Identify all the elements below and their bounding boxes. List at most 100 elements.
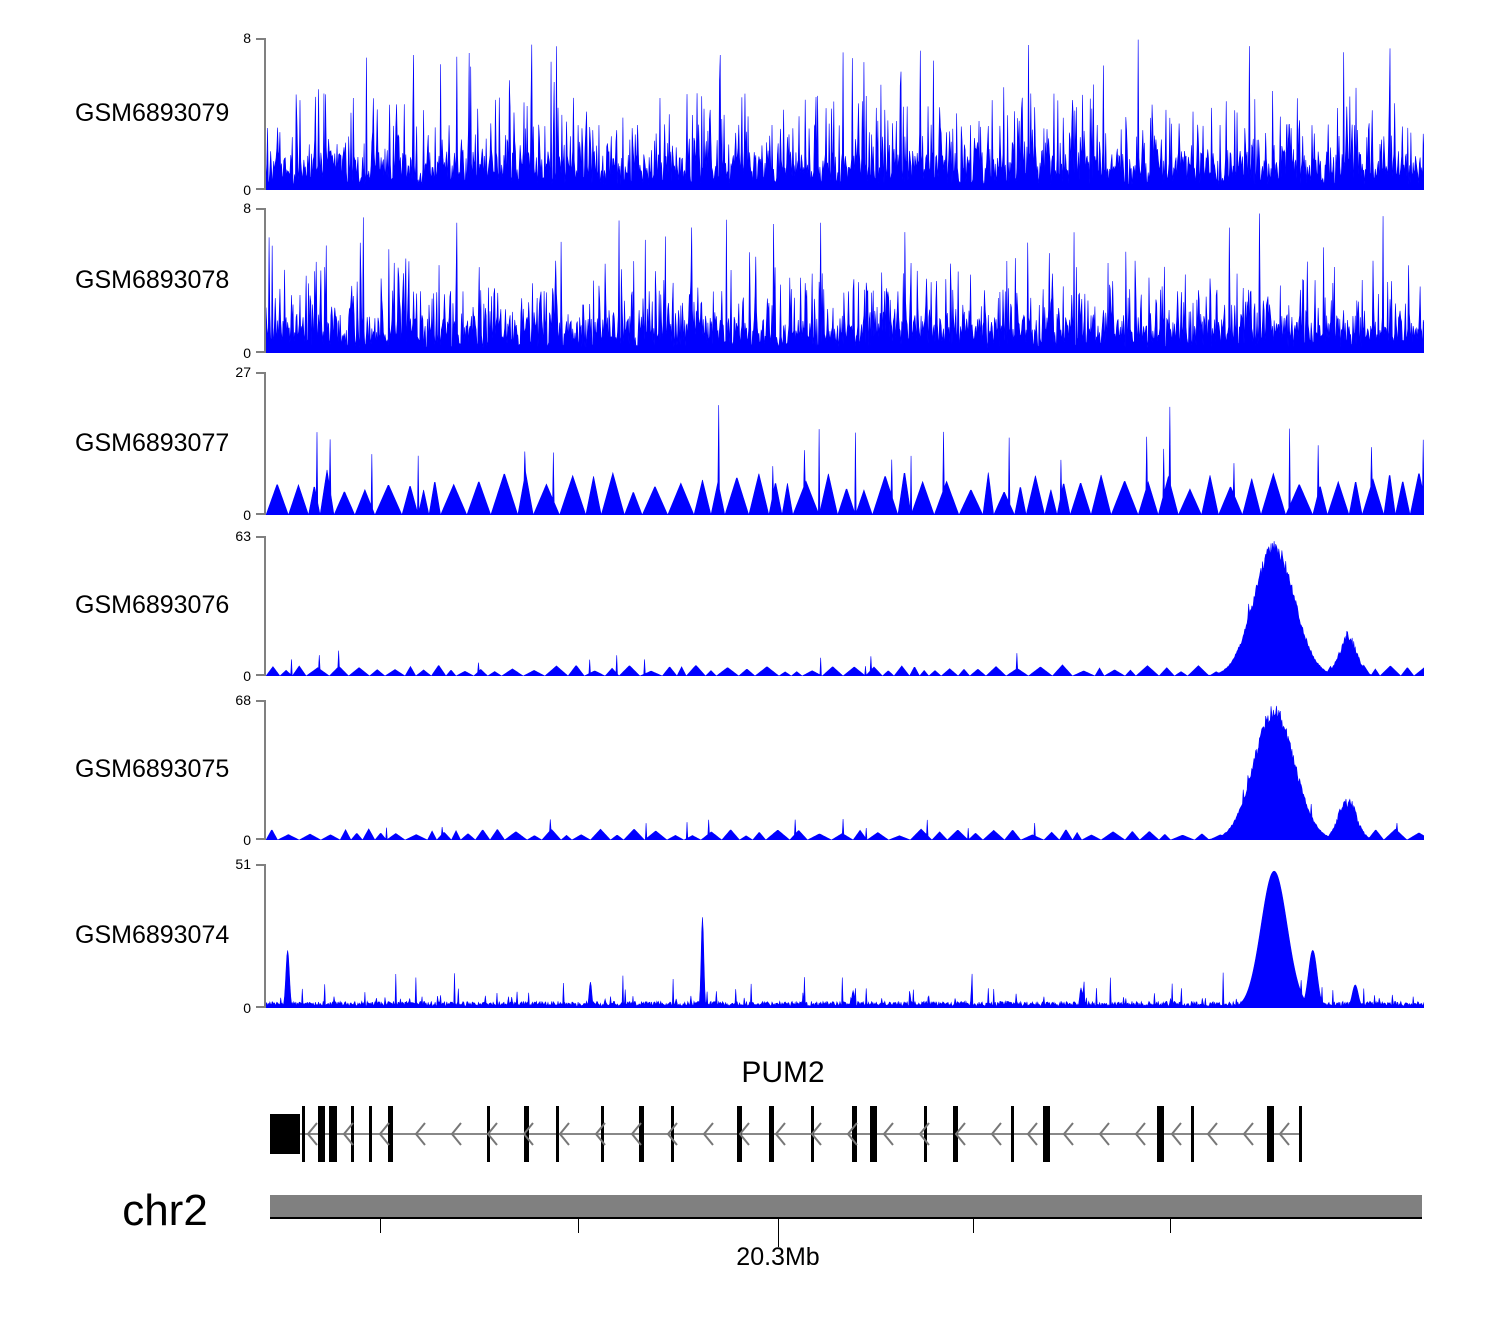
exon-bar bbox=[318, 1106, 321, 1162]
coverage-signal-plot[interactable] bbox=[266, 208, 1424, 353]
strand-arrow-icon bbox=[1098, 1122, 1110, 1146]
exon-bar bbox=[671, 1106, 674, 1162]
exon-bar bbox=[769, 1106, 772, 1162]
exon-bar bbox=[302, 1106, 305, 1162]
strand-arrow-icon bbox=[522, 1122, 534, 1146]
exon-bar bbox=[953, 1106, 956, 1162]
strand-arrow-icon bbox=[1242, 1122, 1254, 1146]
coverage-track: GSM6893075 68 0 bbox=[0, 693, 1500, 847]
exon-bar bbox=[1267, 1106, 1270, 1162]
y-axis-line bbox=[264, 864, 266, 1008]
exon-bar bbox=[1299, 1106, 1302, 1162]
strand-arrow-icon bbox=[774, 1122, 786, 1146]
exon-bar bbox=[771, 1106, 774, 1162]
coverage-signal-plot[interactable] bbox=[266, 372, 1424, 515]
axis-tick bbox=[778, 1219, 779, 1247]
y-axis-line bbox=[264, 700, 266, 840]
y-axis-tick-max bbox=[256, 864, 266, 866]
strand-arrow-icon bbox=[306, 1122, 318, 1146]
exon-bar bbox=[334, 1106, 337, 1162]
coverage-area bbox=[266, 405, 1424, 515]
y-axis-line bbox=[264, 536, 266, 676]
coverage-area bbox=[266, 705, 1424, 840]
coverage-track: GSM6893077 27 0 bbox=[0, 365, 1500, 522]
exon-bar bbox=[924, 1106, 927, 1162]
strand-arrow-icon bbox=[846, 1122, 858, 1146]
coverage-area bbox=[266, 39, 1424, 190]
exon-bar bbox=[601, 1106, 604, 1162]
exon-bar bbox=[351, 1106, 354, 1162]
coverage-signal-plot[interactable] bbox=[266, 536, 1424, 676]
y-axis-tick-min bbox=[256, 674, 266, 676]
axis-tick bbox=[973, 1219, 974, 1233]
strand-arrow-icon bbox=[702, 1122, 714, 1146]
coverage-signal-plot[interactable] bbox=[266, 864, 1424, 1008]
strand-arrow-icon bbox=[990, 1122, 1002, 1146]
track-label-gsm6893079: GSM6893079 bbox=[75, 99, 230, 127]
y-axis: 27 0 bbox=[235, 365, 266, 522]
strand-arrow-icon bbox=[1278, 1122, 1290, 1146]
strand-arrow-icon bbox=[1170, 1122, 1182, 1146]
strand-arrow-icon bbox=[882, 1122, 894, 1146]
strand-arrow-icon bbox=[414, 1122, 426, 1146]
y-axis-tick-min bbox=[256, 838, 266, 840]
gene-label-pum2[interactable]: PUM2 bbox=[741, 1056, 825, 1089]
track-label-gsm6893076: GSM6893076 bbox=[75, 591, 230, 619]
exon-bar bbox=[329, 1106, 332, 1162]
exon-bar bbox=[1159, 1106, 1162, 1162]
axis-tick bbox=[1170, 1219, 1171, 1233]
y-axis-max-value: 51 bbox=[235, 856, 251, 872]
exon-bar bbox=[390, 1106, 393, 1162]
strand-arrow-icon bbox=[342, 1122, 354, 1146]
strand-arrow-icon bbox=[954, 1122, 966, 1146]
y-axis-tick-max bbox=[256, 38, 266, 40]
y-axis: 51 0 bbox=[235, 857, 266, 1015]
y-axis-min-value: 0 bbox=[243, 345, 251, 361]
axis-baseline bbox=[270, 1217, 1422, 1219]
y-axis-min-value: 0 bbox=[243, 507, 251, 523]
strand-arrow-icon bbox=[810, 1122, 822, 1146]
strand-arrow-icon bbox=[918, 1122, 930, 1146]
gene-annotation-track: PUM2 bbox=[0, 1058, 1500, 1178]
strand-arrow-icon bbox=[378, 1122, 390, 1146]
chromosome-label: chr2 bbox=[122, 1186, 208, 1235]
y-axis-tick-max bbox=[256, 700, 266, 702]
y-axis-max-value: 68 bbox=[235, 692, 251, 708]
track-label-gsm6893075: GSM6893075 bbox=[75, 755, 230, 783]
track-label-gsm6893074: GSM6893074 bbox=[75, 921, 230, 949]
y-axis: 68 0 bbox=[235, 693, 266, 847]
coverage-track: GSM6893078 8 0 bbox=[0, 201, 1500, 360]
y-axis-line bbox=[264, 38, 266, 190]
exon-bar bbox=[852, 1106, 855, 1162]
exon-bar bbox=[1271, 1106, 1274, 1162]
strand-arrow-icon bbox=[558, 1122, 570, 1146]
ideogram-bar[interactable] bbox=[270, 1195, 1422, 1217]
coverage-signal-plot[interactable] bbox=[266, 700, 1424, 840]
gene-model-pum2[interactable] bbox=[256, 1094, 1436, 1174]
exon-bar bbox=[1269, 1106, 1272, 1162]
coverage-signal-plot[interactable] bbox=[266, 38, 1424, 190]
y-axis-min-value: 0 bbox=[243, 1000, 251, 1016]
strand-arrow-icon bbox=[1062, 1122, 1074, 1146]
coverage-area bbox=[266, 541, 1424, 676]
y-axis-line bbox=[264, 372, 266, 515]
y-axis-min-value: 0 bbox=[243, 182, 251, 198]
exon-bar bbox=[870, 1106, 873, 1162]
y-axis-tick-max bbox=[256, 536, 266, 538]
y-axis-max-value: 63 bbox=[235, 528, 251, 544]
utr-block bbox=[270, 1114, 300, 1154]
exon-bar bbox=[874, 1106, 877, 1162]
exon-bar bbox=[556, 1106, 559, 1162]
coverage-track: GSM6893076 63 0 bbox=[0, 529, 1500, 683]
exon-bar bbox=[1161, 1106, 1164, 1162]
y-axis-max-value: 8 bbox=[243, 200, 251, 216]
coordinate-label: 20.3Mb bbox=[736, 1243, 820, 1271]
y-axis: 63 0 bbox=[235, 529, 266, 683]
strand-arrow-icon bbox=[1206, 1122, 1218, 1146]
y-axis-max-value: 27 bbox=[235, 364, 251, 380]
exon-bar bbox=[331, 1106, 334, 1162]
exon-bar bbox=[639, 1106, 642, 1162]
